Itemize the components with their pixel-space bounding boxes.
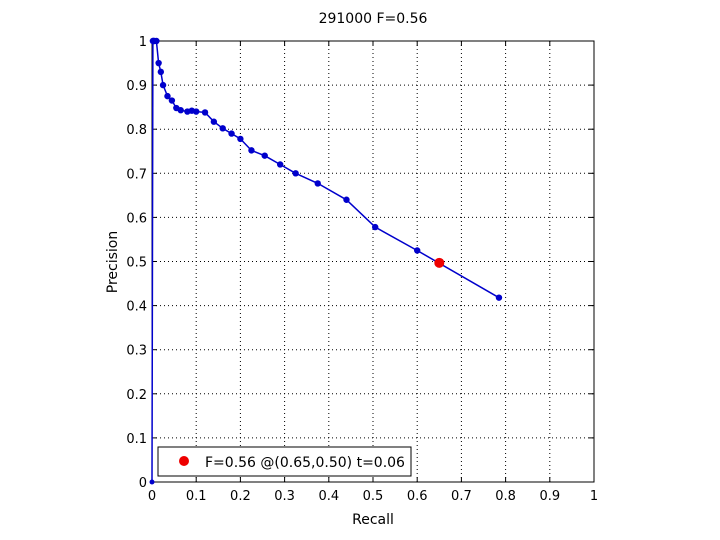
y-tick-label: 0.1 bbox=[126, 432, 147, 447]
data-point bbox=[292, 170, 299, 177]
data-point bbox=[149, 479, 155, 485]
legend-marker bbox=[179, 456, 189, 466]
data-point bbox=[210, 118, 218, 125]
grid bbox=[152, 41, 594, 482]
data-point bbox=[314, 180, 321, 187]
data-point bbox=[184, 108, 191, 115]
data-point bbox=[219, 125, 226, 132]
y-tick-label: 1 bbox=[139, 35, 147, 50]
data-point bbox=[276, 161, 284, 168]
x-tick-label: 1 bbox=[590, 489, 598, 504]
y-tick-label: 0 bbox=[139, 476, 147, 491]
data-point bbox=[168, 97, 176, 104]
best-point-group bbox=[434, 257, 445, 268]
legend-box bbox=[157, 446, 412, 477]
series-group bbox=[149, 37, 503, 485]
data-point bbox=[149, 37, 157, 45]
data-point bbox=[237, 135, 244, 143]
y-tick-label: 0.8 bbox=[126, 123, 147, 138]
data-point bbox=[164, 92, 171, 100]
y-tick-label: 0.6 bbox=[126, 211, 147, 226]
legend-label: F=0.56 @(0.65,0.50) t=0.06 bbox=[205, 455, 405, 471]
data-point bbox=[155, 59, 162, 67]
x-tick-label: 0.8 bbox=[495, 489, 516, 504]
x-axis-title: Recall bbox=[352, 512, 394, 528]
data-point bbox=[414, 247, 421, 254]
y-tick-label: 0.2 bbox=[126, 388, 147, 403]
data-point bbox=[201, 109, 209, 116]
chart-title: 291000 F=0.56 bbox=[319, 11, 428, 27]
y-tick-label: 0.5 bbox=[126, 256, 147, 271]
y-tick-label: 0.7 bbox=[126, 167, 147, 182]
data-point bbox=[173, 104, 180, 112]
legend: F=0.56 @(0.65,0.50) t=0.06 bbox=[157, 446, 412, 477]
data-point bbox=[343, 196, 350, 203]
x-tick-label: 0.3 bbox=[274, 489, 295, 504]
data-point bbox=[261, 152, 268, 159]
x-tick-label: 0.6 bbox=[407, 489, 428, 504]
data-point bbox=[372, 223, 379, 231]
x-tick-label: 0.2 bbox=[230, 489, 251, 504]
x-tick-label: 0.5 bbox=[363, 489, 384, 504]
best-f-point bbox=[434, 257, 445, 268]
y-axis: 0 0.1 0.2 0.3 0.4 0.5 0.6 0.7 0.8 0.9 1 bbox=[126, 35, 594, 491]
data-point bbox=[248, 147, 255, 154]
y-axis-title: Precision bbox=[105, 231, 121, 293]
x-axis: 0 0.1 0.2 0.3 0.4 0.5 0.6 0.7 0.8 0.9 1 bbox=[148, 41, 598, 504]
x-tick-label: 0.1 bbox=[186, 489, 207, 504]
x-tick-label: 0.4 bbox=[318, 489, 339, 504]
x-tick-label: 0 bbox=[148, 489, 156, 504]
data-point bbox=[159, 81, 167, 89]
data-point bbox=[228, 130, 235, 137]
x-tick-label: 0.9 bbox=[539, 489, 560, 504]
y-tick-label: 0.4 bbox=[126, 300, 147, 315]
data-point bbox=[157, 68, 165, 76]
y-tick-label: 0.9 bbox=[126, 79, 147, 94]
data-point bbox=[495, 294, 503, 301]
x-tick-label: 0.7 bbox=[451, 489, 472, 504]
y-tick-label: 0.3 bbox=[126, 344, 147, 359]
